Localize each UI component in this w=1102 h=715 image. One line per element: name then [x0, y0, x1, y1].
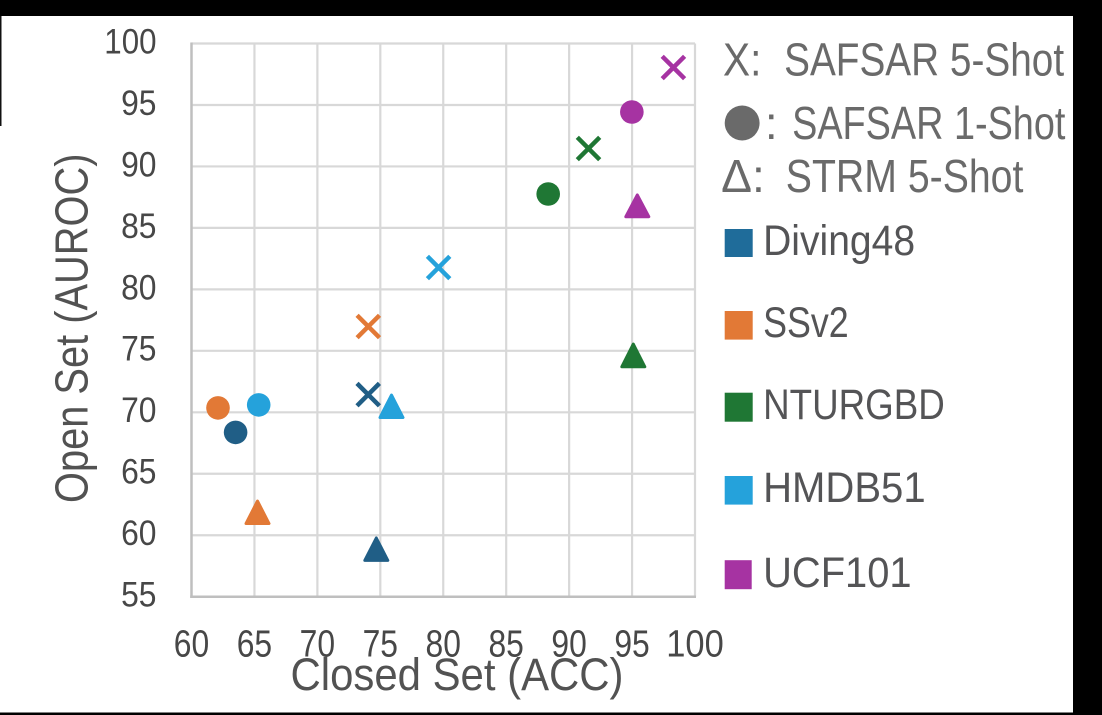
svg-text:70: 70 — [300, 624, 335, 666]
svg-text:STRM 5-Shot: STRM 5-Shot — [786, 150, 1024, 202]
svg-text:75: 75 — [363, 624, 398, 666]
svg-text:100: 100 — [666, 624, 724, 666]
svg-text:95: 95 — [614, 624, 649, 666]
svg-text:90: 90 — [121, 145, 156, 184]
svg-text:X:: X: — [723, 33, 761, 85]
svg-text:HMDB51: HMDB51 — [763, 464, 926, 512]
svg-text:SAFSAR 5-Shot: SAFSAR 5-Shot — [784, 33, 1064, 85]
svg-text:SAFSAR 1-Shot: SAFSAR 1-Shot — [792, 97, 1065, 149]
svg-text:75: 75 — [121, 330, 156, 369]
svg-text:100: 100 — [104, 22, 156, 61]
svg-text:Δ:: Δ: — [721, 150, 765, 202]
svg-text:65: 65 — [121, 453, 156, 492]
svg-text:95: 95 — [121, 84, 156, 123]
svg-text:65: 65 — [237, 624, 272, 666]
svg-text:60: 60 — [174, 624, 209, 666]
svg-text:55: 55 — [121, 576, 156, 615]
svg-text:70: 70 — [121, 391, 156, 430]
svg-text:Open Set (AUROC): Open Set (AUROC) — [46, 154, 98, 504]
svg-text:UCF101: UCF101 — [763, 549, 912, 597]
svg-text:60: 60 — [121, 514, 156, 553]
svg-text:85: 85 — [488, 624, 523, 666]
svg-text:NTURGBD: NTURGBD — [763, 381, 945, 429]
svg-text:90: 90 — [551, 624, 586, 666]
svg-text:85: 85 — [121, 207, 156, 246]
svg-text:80: 80 — [121, 268, 156, 307]
svg-text:Diving48: Diving48 — [763, 217, 915, 265]
svg-text:Closed Set (ACC): Closed Set (ACC) — [291, 649, 624, 700]
svg-text:80: 80 — [426, 624, 461, 666]
svg-text::: : — [765, 97, 778, 149]
svg-text:SSv2: SSv2 — [763, 299, 849, 347]
